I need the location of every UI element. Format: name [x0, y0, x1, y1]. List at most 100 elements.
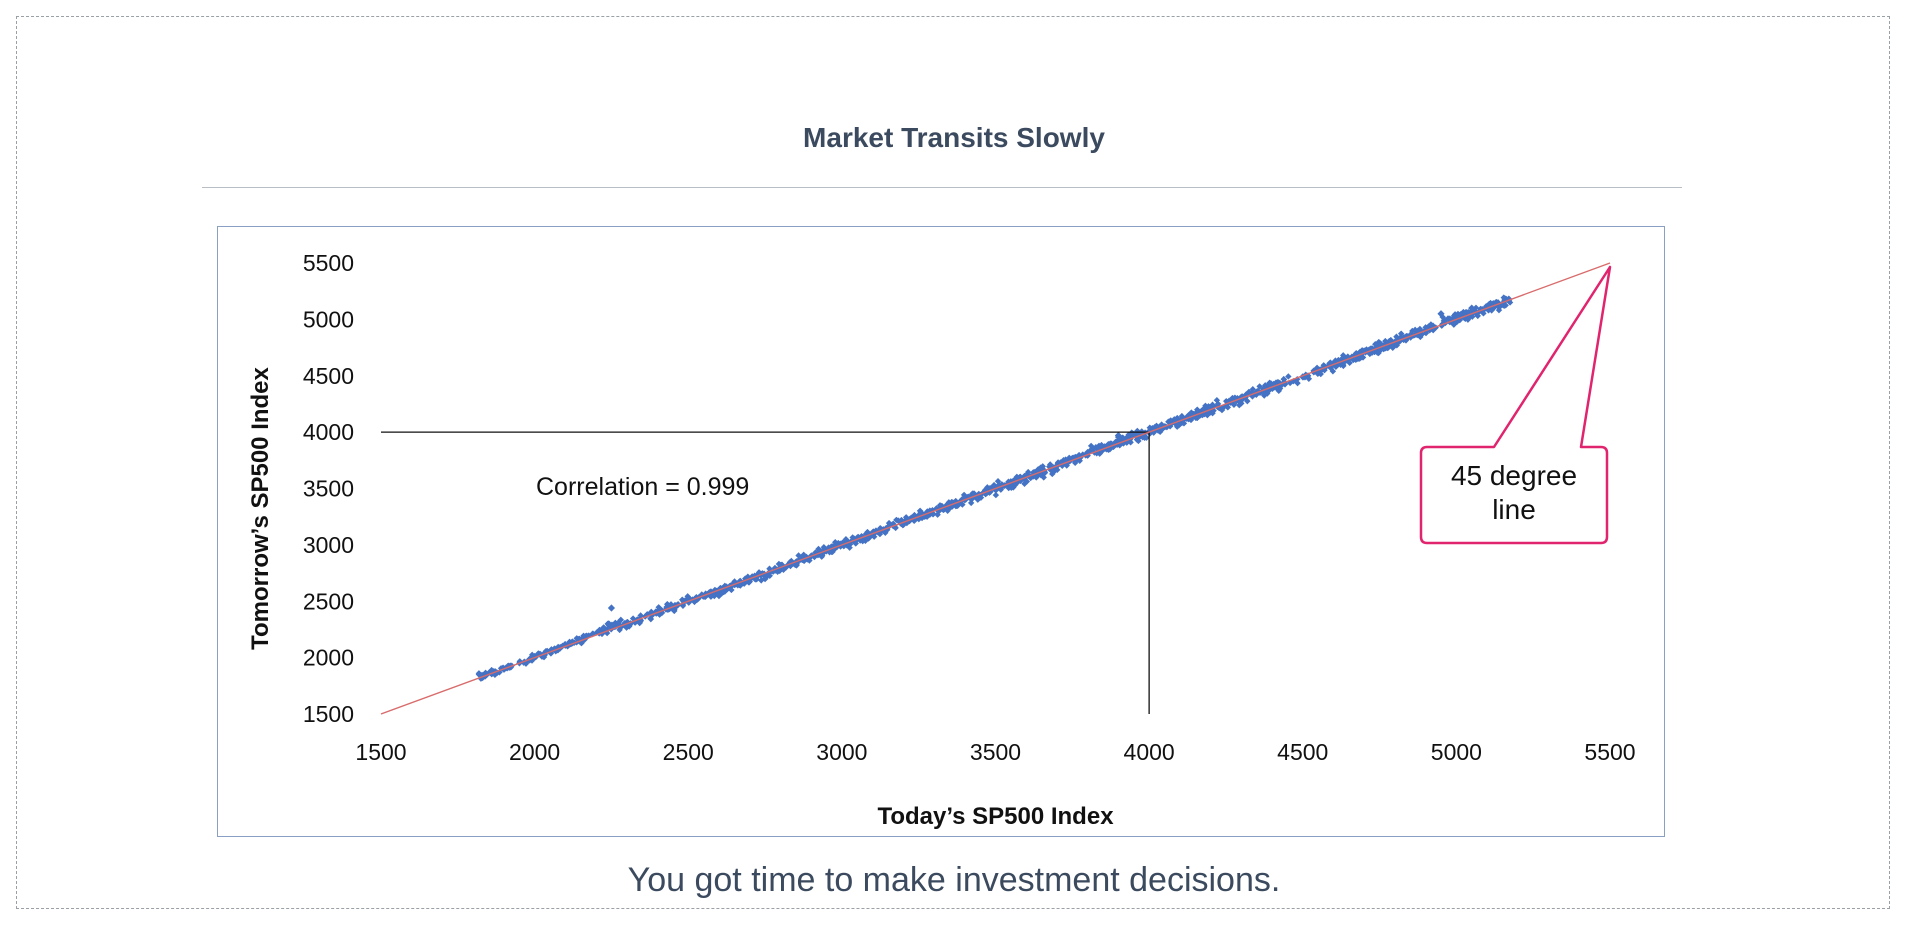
y-axis-label: Tomorrow’s SP500 Index [247, 366, 274, 649]
data-point [1017, 473, 1024, 481]
data-point [1204, 411, 1211, 419]
data-point [1464, 316, 1472, 323]
data-point [987, 484, 995, 492]
data-point [1263, 388, 1270, 396]
data-point [671, 607, 678, 615]
data-point [1131, 431, 1138, 438]
data-point [842, 536, 850, 543]
data-point [903, 519, 911, 527]
x-tick-label: 3000 [816, 739, 867, 765]
data-point [1125, 431, 1132, 438]
data-point [1495, 302, 1502, 309]
data-point [902, 514, 910, 521]
data-point [637, 616, 644, 624]
data-point [889, 521, 896, 528]
data-point [918, 514, 926, 522]
data-point [1353, 349, 1360, 357]
data-point [1189, 413, 1197, 421]
data-point [1034, 466, 1042, 473]
data-point [869, 528, 876, 536]
data-point [1224, 404, 1232, 411]
data-point [1021, 480, 1028, 487]
data-point [1275, 387, 1283, 395]
data-point [1502, 302, 1509, 309]
data-point [1166, 423, 1174, 430]
data-point [1475, 308, 1482, 316]
x-axis-label: Today’s SP500 Index [877, 803, 1114, 830]
data-point [1456, 316, 1463, 324]
data-point [1063, 462, 1070, 469]
data-point [1134, 430, 1142, 438]
data-point [1037, 471, 1045, 479]
data-point [1493, 298, 1500, 306]
data-point [1460, 311, 1467, 318]
data-point [967, 499, 975, 507]
data-point [1222, 401, 1230, 409]
data-point [736, 581, 743, 589]
y-tick-label: 3000 [303, 532, 354, 558]
data-point [1093, 450, 1100, 457]
data-point [1116, 442, 1123, 449]
data-point [1409, 327, 1416, 335]
data-point [1059, 462, 1066, 470]
data-point [863, 534, 870, 541]
data-point [1305, 375, 1313, 382]
slide-title: Market Transits Slowly [803, 122, 1105, 153]
data-point [1388, 341, 1395, 348]
data-point [761, 575, 769, 583]
data-point [1201, 411, 1208, 418]
data-point [554, 643, 562, 651]
chart-text: Correlation = 0.999 [536, 473, 749, 501]
data-point [926, 511, 934, 518]
data-point [790, 560, 797, 567]
data-point [1329, 368, 1337, 375]
data-point [715, 592, 723, 600]
data-point [1174, 419, 1182, 426]
data-point [1013, 473, 1021, 481]
data-point [1411, 326, 1419, 334]
data-point [948, 498, 955, 506]
data-point [1369, 347, 1377, 355]
data-point [719, 588, 727, 596]
data-point [623, 621, 631, 629]
data-point [1375, 349, 1382, 357]
callout-label: line [1492, 494, 1536, 525]
y-tick-label: 2000 [303, 645, 354, 671]
data-point [607, 604, 616, 612]
data-point [1054, 459, 1062, 466]
y-tick-label: 4000 [303, 419, 354, 445]
y-tick-label: 5000 [303, 306, 354, 332]
data-point [1199, 406, 1207, 413]
x-tick-label: 4000 [1124, 739, 1175, 765]
data-point [1124, 434, 1132, 441]
data-point [812, 549, 819, 556]
data-point [1426, 327, 1433, 334]
data-point [1346, 359, 1353, 367]
chart-container: 1500 2000 2500 3000 3500 4000 4500 5000 5500 1500… [217, 226, 1665, 837]
x-tick-label: 4500 [1277, 739, 1328, 765]
data-point [788, 557, 795, 565]
data-point [1023, 478, 1031, 485]
data-point [569, 639, 577, 646]
data-point [1417, 327, 1425, 334]
data-point [1133, 436, 1141, 443]
data-point [1185, 412, 1192, 420]
data-point [664, 601, 671, 608]
data-point [1427, 321, 1435, 328]
data-point [917, 510, 925, 517]
chart-axes: 1500 2000 2500 3000 3500 4000 4500 5000 5500 1500… [247, 250, 1636, 830]
data-point [1286, 379, 1294, 387]
data-point [876, 530, 884, 538]
data-point [896, 518, 903, 526]
data-point [1054, 466, 1061, 474]
data-point [1153, 422, 1160, 429]
x-tick-label: 1500 [355, 739, 406, 765]
data-point [1154, 427, 1162, 434]
data-point [1090, 445, 1097, 453]
data-point [1079, 451, 1086, 458]
data-point [1366, 346, 1373, 353]
data-point [851, 538, 858, 546]
data-point [1062, 457, 1069, 465]
data-point [1446, 315, 1454, 322]
